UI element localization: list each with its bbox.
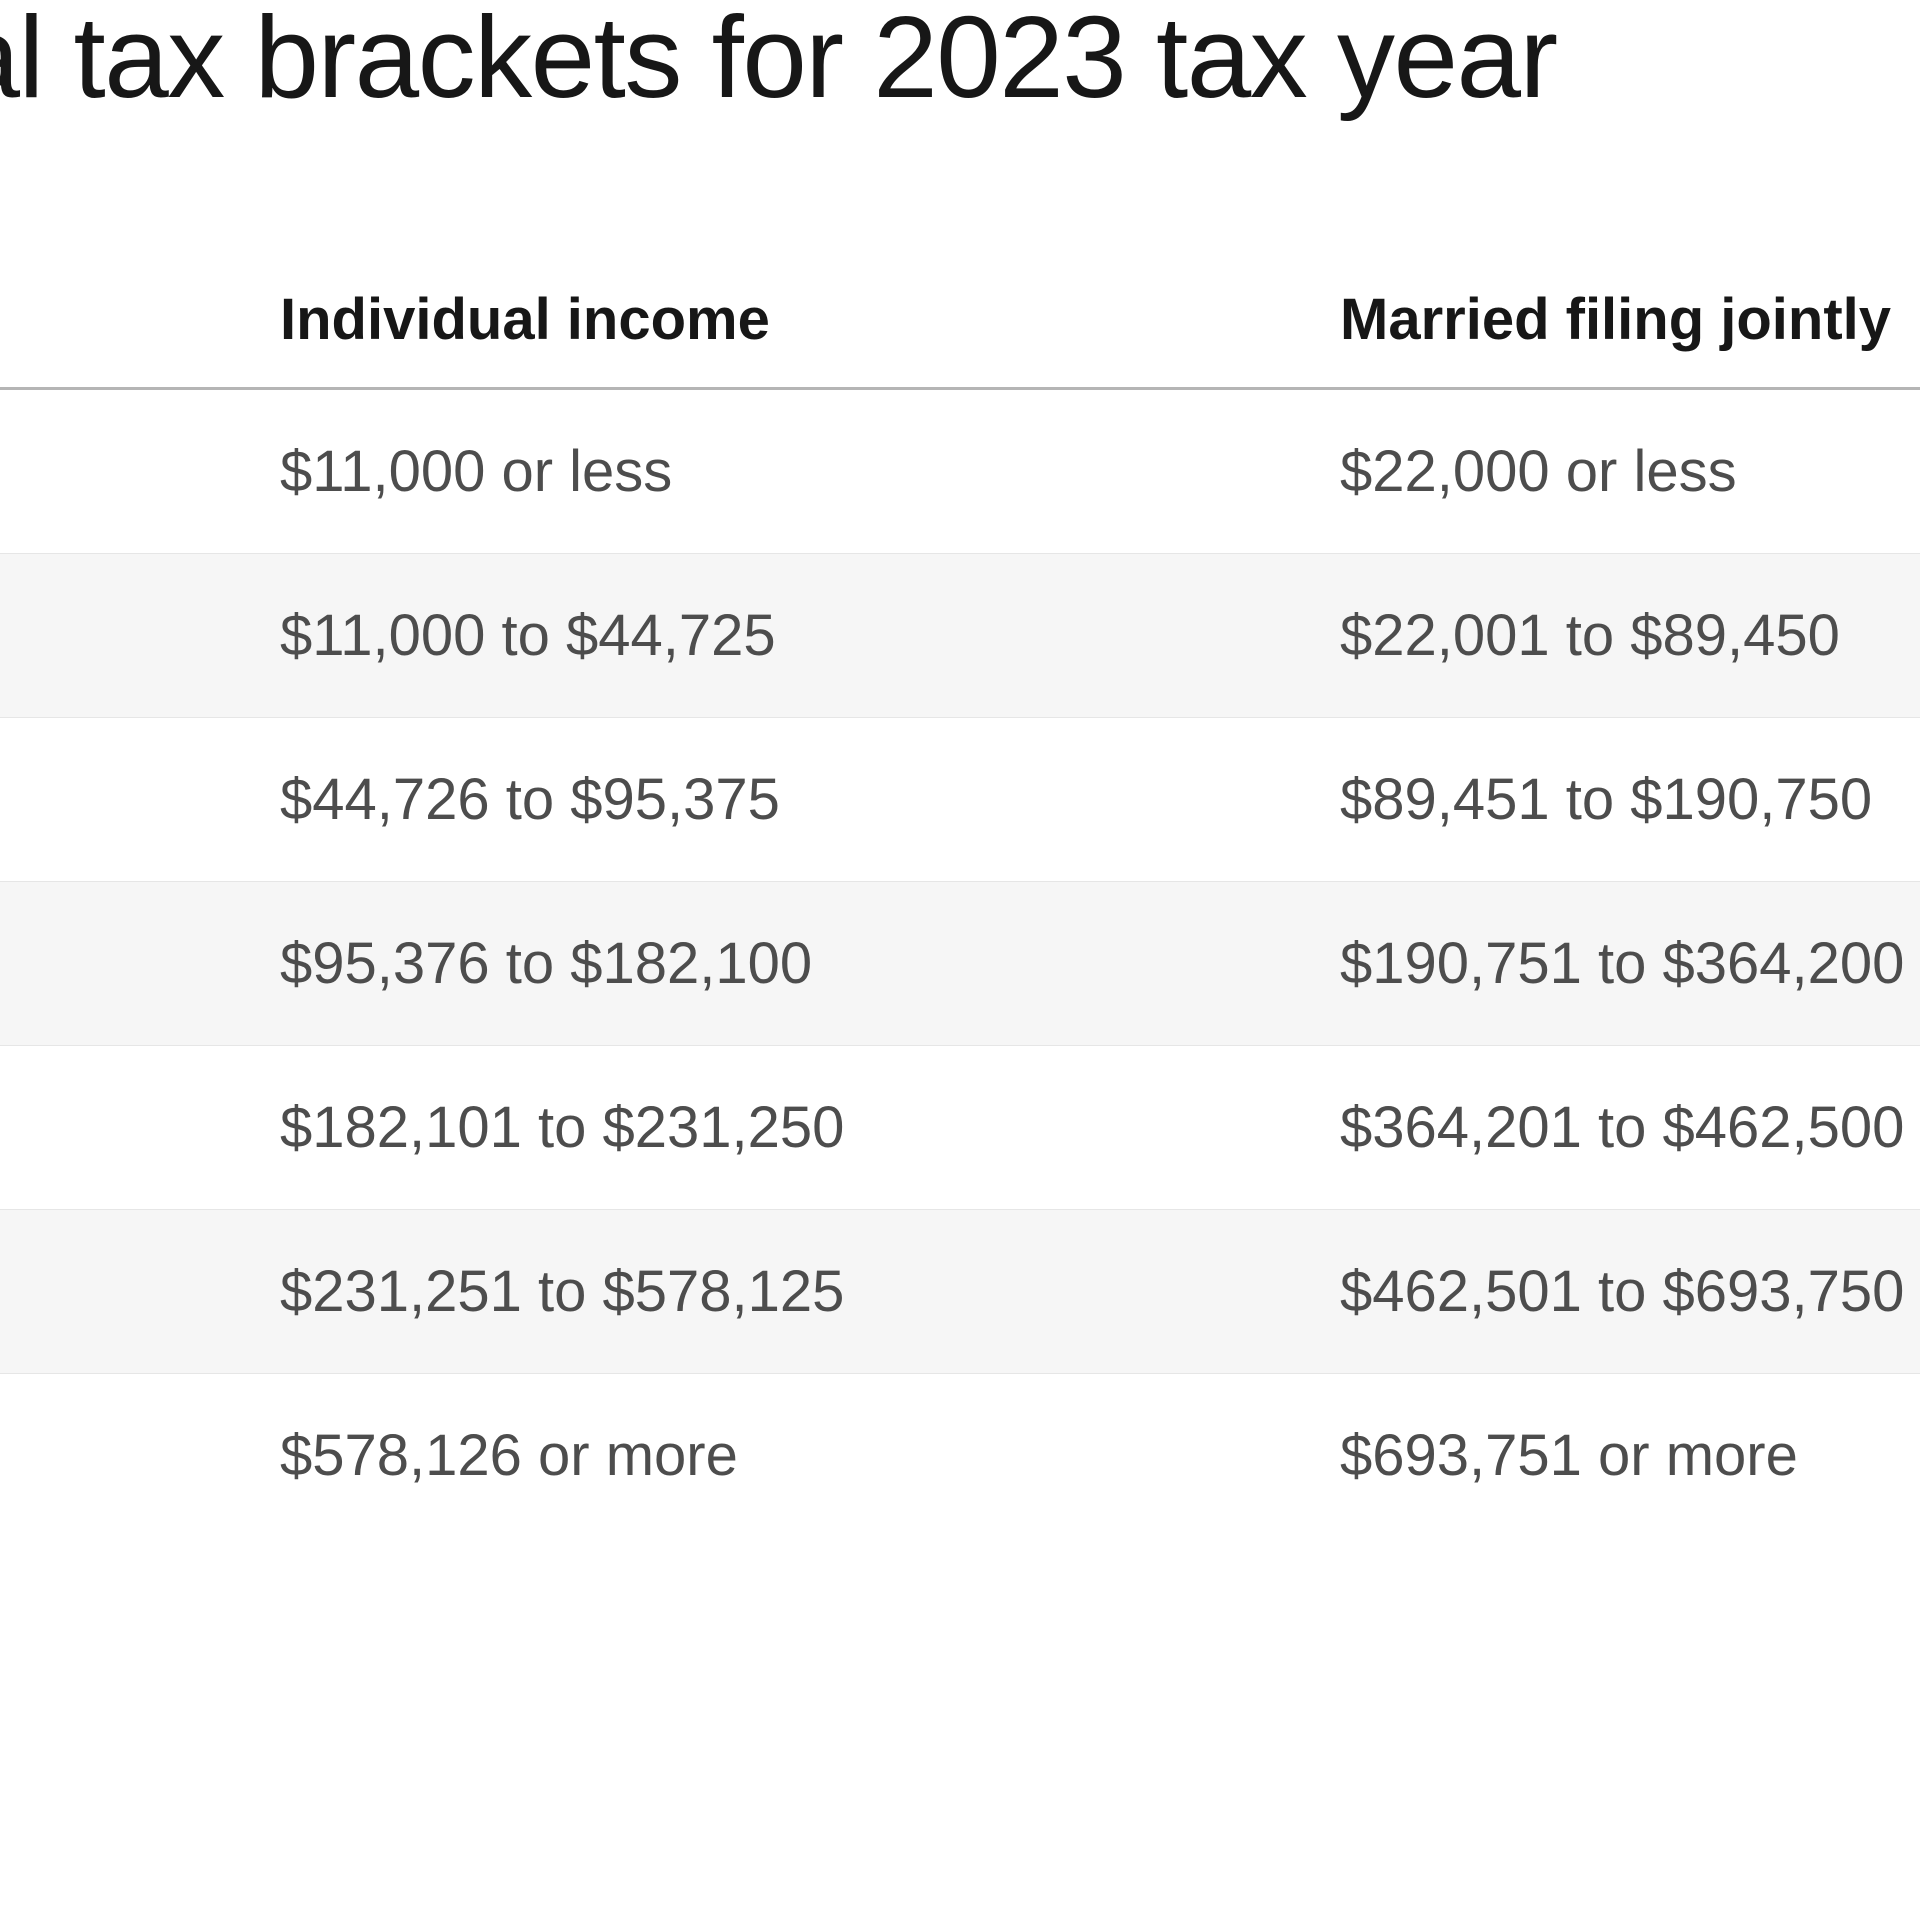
cell-individual: $11,000 to $44,725	[280, 554, 1340, 718]
cell-individual: $231,251 to $578,125	[280, 1210, 1340, 1374]
cell-rate: 37%	[0, 1374, 280, 1538]
cell-rate: 12%	[0, 554, 280, 718]
table-header-row: Tax rate Individual income Married filin…	[0, 258, 1920, 389]
cell-individual: $95,376 to $182,100	[280, 882, 1340, 1046]
cell-married: $190,751 to $364,200	[1340, 882, 1920, 1046]
cell-married: $693,751 or more	[1340, 1374, 1920, 1538]
table-row: 37% $578,126 or more $693,751 or more	[0, 1374, 1920, 1538]
cell-married: $22,001 to $89,450	[1340, 554, 1920, 718]
cell-individual: $578,126 or more	[280, 1374, 1340, 1538]
cell-rate: 10%	[0, 389, 280, 554]
cell-married: $364,201 to $462,500	[1340, 1046, 1920, 1210]
table-row: 32% $182,101 to $231,250 $364,201 to $46…	[0, 1046, 1920, 1210]
cell-rate: 35%	[0, 1210, 280, 1374]
table-row: 12% $11,000 to $44,725 $22,001 to $89,45…	[0, 554, 1920, 718]
table-row: 22% $44,726 to $95,375 $89,451 to $190,7…	[0, 718, 1920, 882]
tax-brackets-table: Tax rate Individual income Married filin…	[0, 258, 1920, 1537]
cell-married: $462,501 to $693,750	[1340, 1210, 1920, 1374]
col-header-individual: Individual income	[280, 258, 1340, 389]
col-header-married: Married filing jointly	[1340, 258, 1920, 389]
cell-rate: 22%	[0, 718, 280, 882]
page-title: Federal tax brackets for 2023 tax year	[0, 0, 1920, 124]
cell-married: $89,451 to $190,750	[1340, 718, 1920, 882]
table-row: 10% $11,000 or less $22,000 or less	[0, 389, 1920, 554]
cell-individual: $11,000 or less	[280, 389, 1340, 554]
table-row: 35% $231,251 to $578,125 $462,501 to $69…	[0, 1210, 1920, 1374]
cell-individual: $182,101 to $231,250	[280, 1046, 1340, 1210]
cell-rate: 32%	[0, 1046, 280, 1210]
cell-individual: $44,726 to $95,375	[280, 718, 1340, 882]
table-row: 24% $95,376 to $182,100 $190,751 to $364…	[0, 882, 1920, 1046]
cell-married: $22,000 or less	[1340, 389, 1920, 554]
cell-rate: 24%	[0, 882, 280, 1046]
col-header-rate: Tax rate	[0, 258, 280, 389]
